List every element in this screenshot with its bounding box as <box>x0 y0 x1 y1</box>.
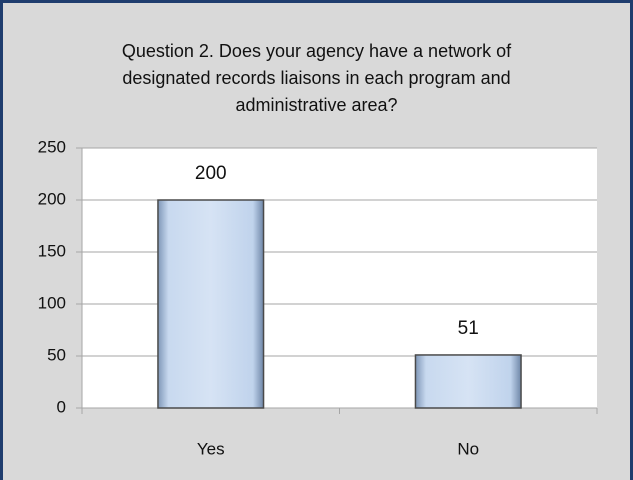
y-tick-label: 250 <box>38 137 66 156</box>
bar-body <box>414 354 522 409</box>
chart-title: Question 2. Does your agency have a netw… <box>121 41 512 115</box>
y-tick-label: 200 <box>38 189 66 208</box>
y-tick-label: 100 <box>38 293 66 312</box>
y-tick-label: 0 <box>57 397 66 416</box>
data-label: 200 <box>195 163 227 184</box>
bar <box>414 354 522 409</box>
data-label: 51 <box>458 318 479 339</box>
x-tick-label: No <box>457 439 479 458</box>
bar-body <box>157 199 265 409</box>
bar <box>157 199 265 409</box>
y-tick-label: 50 <box>47 345 66 364</box>
x-tick-label: Yes <box>197 439 225 458</box>
y-tick-label: 150 <box>38 241 66 260</box>
